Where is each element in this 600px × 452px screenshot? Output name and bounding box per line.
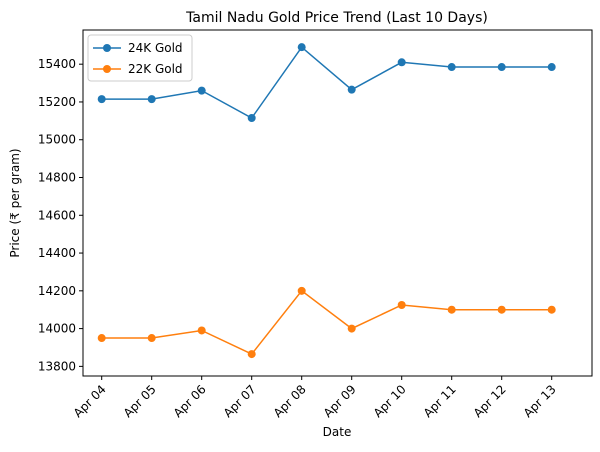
x-axis-label: Date <box>323 425 352 439</box>
y-tick-label: 14000 <box>38 322 76 336</box>
y-tick-label: 14200 <box>38 284 76 298</box>
y-tick-label: 14400 <box>38 246 76 260</box>
y-axis-label: Price (₹ per gram) <box>8 148 22 257</box>
data-point <box>297 286 306 295</box>
x-tick-label: Apr 09 <box>321 382 359 420</box>
data-point <box>147 334 156 343</box>
data-point <box>197 326 206 335</box>
x-tick-label: Apr 04 <box>71 382 109 420</box>
chart-title: Tamil Nadu Gold Price Trend (Last 10 Day… <box>185 10 488 26</box>
x-tick-label: Apr 05 <box>121 382 159 420</box>
x-tick-label: Apr 11 <box>421 382 459 420</box>
data-point <box>447 63 456 72</box>
legend: 24K Gold 22K Gold <box>87 34 193 82</box>
x-tick-label: Apr 06 <box>171 382 209 420</box>
legend-marker <box>103 65 111 73</box>
data-point <box>97 95 106 104</box>
series-line-24k-gold <box>101 46 552 119</box>
legend-label: 24K Gold <box>128 41 183 55</box>
x-tick-label: Apr 10 <box>371 382 409 420</box>
data-point <box>197 86 206 95</box>
data-point <box>247 114 256 123</box>
x-tick-label: Apr 08 <box>271 382 309 420</box>
y-tick-label: 15200 <box>38 95 76 109</box>
series-line-22k-gold <box>101 289 552 356</box>
x-tick-label: Apr 07 <box>221 382 259 420</box>
data-point <box>547 305 556 314</box>
data-point <box>97 334 106 343</box>
data-point <box>247 350 256 359</box>
legend-label: 22K Gold <box>128 62 183 76</box>
data-point <box>347 85 356 94</box>
x-tick-label: Apr 12 <box>471 382 509 420</box>
axes-frame <box>82 29 593 377</box>
data-point <box>397 300 406 309</box>
y-tick-label: 14800 <box>38 171 76 185</box>
data-point <box>547 63 556 72</box>
data-point <box>147 95 156 104</box>
data-point <box>447 305 456 314</box>
data-point <box>497 305 506 314</box>
data-point <box>347 324 356 333</box>
data-point <box>397 58 406 67</box>
y-tick-label: 15000 <box>38 133 76 147</box>
y-tick-label: 15400 <box>38 57 76 71</box>
legend-marker <box>103 44 111 52</box>
y-tick-label: 13800 <box>38 359 76 373</box>
y-tick-label: 14600 <box>38 208 76 222</box>
x-tick-label: Apr 13 <box>521 382 559 420</box>
data-point <box>297 43 306 52</box>
data-point <box>497 63 506 72</box>
